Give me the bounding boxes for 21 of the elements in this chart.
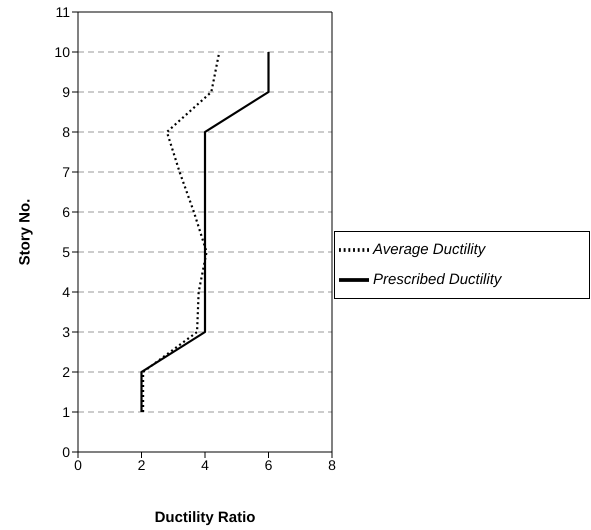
y-axis-title: Story No. [16, 198, 34, 266]
legend-label: Average Ductility [373, 240, 486, 258]
x-tick-label: 6 [264, 456, 273, 473]
y-tick-label: 10 [54, 44, 70, 60]
x-tick-label: 0 [74, 456, 82, 473]
y-tick-label: 8 [62, 124, 70, 140]
y-tick-label: 4 [62, 284, 70, 300]
y-tick-label: 11 [55, 4, 70, 20]
x-tick-label: 4 [201, 456, 210, 473]
x-tick-label: 2 [138, 456, 146, 473]
y-tick-label: 2 [62, 364, 70, 380]
x-tick-label: 8 [328, 456, 336, 473]
y-tick-label: 0 [62, 444, 70, 460]
legend-label: Prescribed Ductility [373, 270, 502, 288]
y-tick-label: 3 [62, 324, 70, 340]
y-tick-label: 1 [62, 404, 70, 420]
y-tick-label: 9 [62, 84, 70, 100]
y-tick-label: 6 [62, 204, 70, 220]
y-tick-label: 5 [62, 244, 70, 260]
x-axis-title: Ductility Ratio [154, 509, 256, 526]
y-tick-label: 7 [62, 164, 70, 180]
